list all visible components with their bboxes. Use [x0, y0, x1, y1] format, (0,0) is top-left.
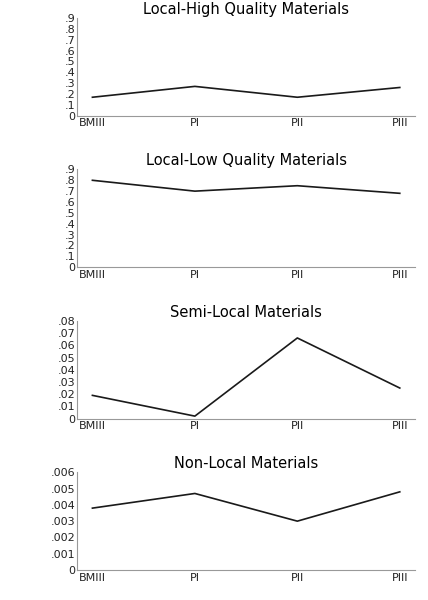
Title: Local-Low Quality Materials: Local-Low Quality Materials — [146, 153, 347, 168]
Title: Semi-Local Materials: Semi-Local Materials — [170, 305, 322, 320]
Title: Non-Local Materials: Non-Local Materials — [174, 456, 318, 471]
Title: Local-High Quality Materials: Local-High Quality Materials — [143, 2, 349, 17]
